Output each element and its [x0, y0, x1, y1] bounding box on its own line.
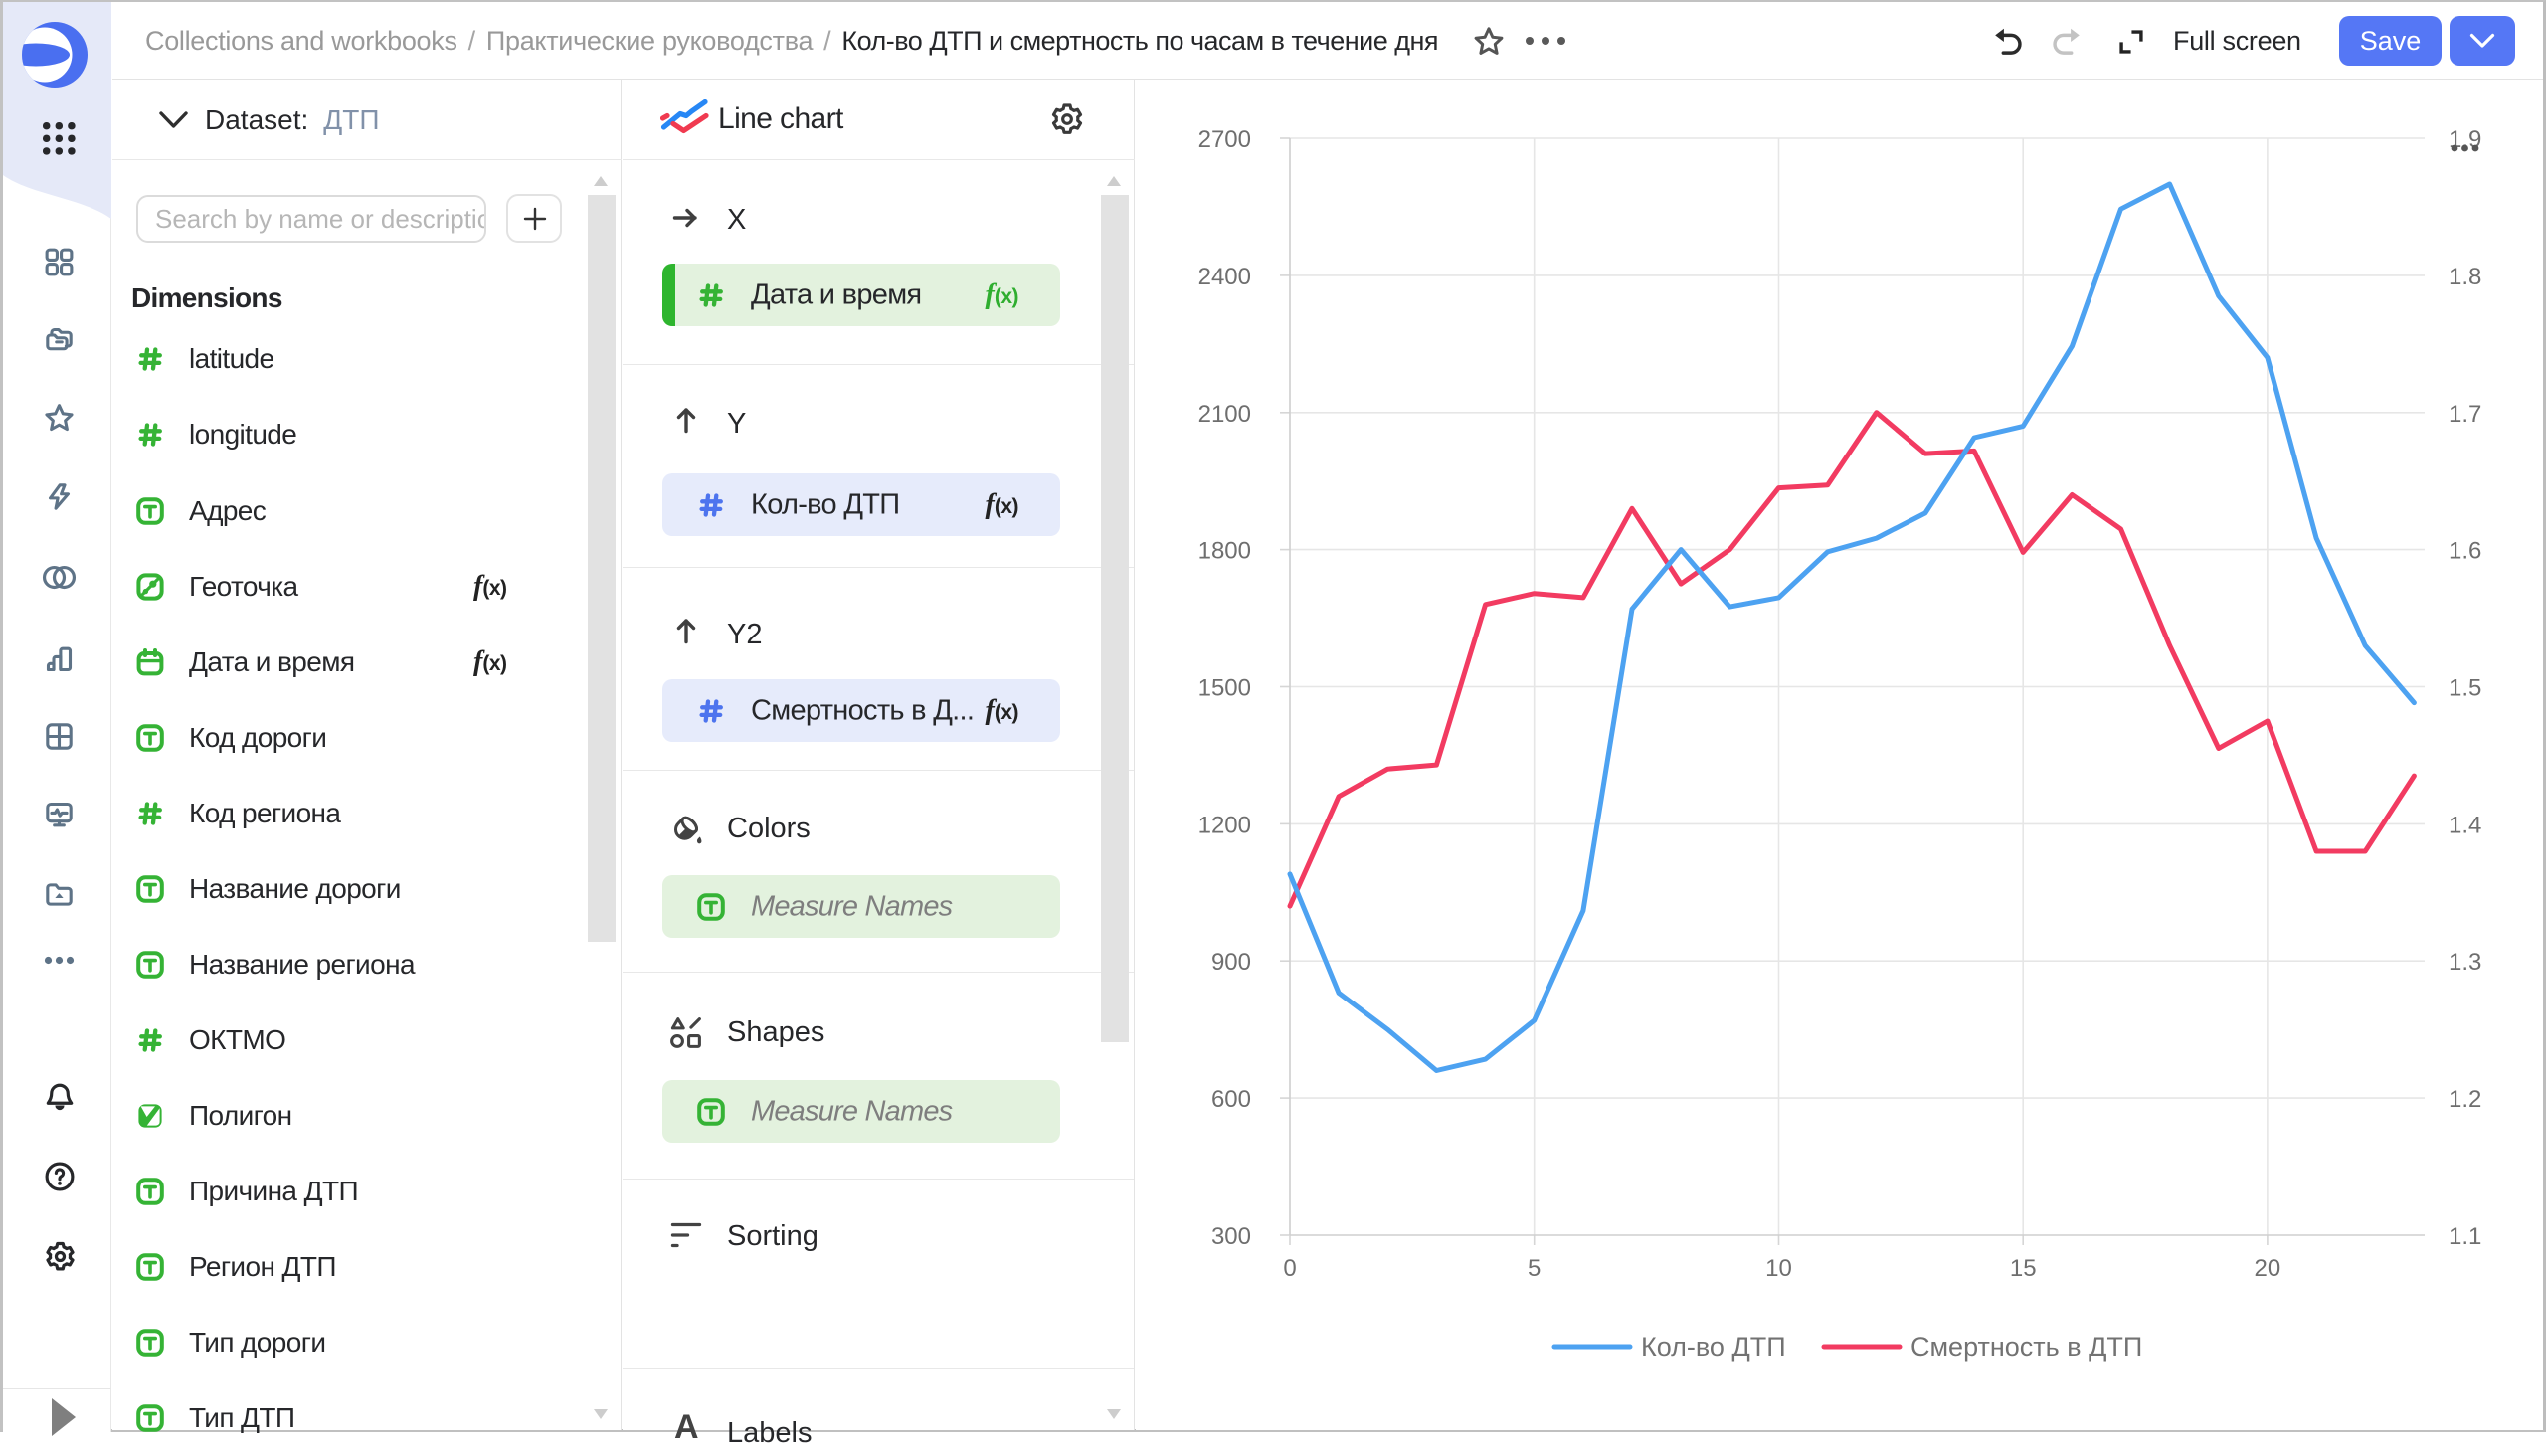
svg-text:1.6: 1.6: [2449, 538, 2481, 565]
svg-text:2100: 2100: [1198, 401, 1251, 428]
svg-text:900: 900: [1211, 949, 1251, 976]
svg-text:Смертность в ДТП: Смертность в ДТП: [1910, 1332, 2142, 1362]
svg-text:1800: 1800: [1198, 538, 1251, 565]
svg-text:10: 10: [1765, 1255, 1792, 1282]
svg-text:1500: 1500: [1198, 675, 1251, 702]
svg-text:1.4: 1.4: [2449, 812, 2481, 838]
svg-text:1.3: 1.3: [2449, 949, 2481, 976]
svg-text:1.8: 1.8: [2449, 264, 2481, 290]
svg-text:2700: 2700: [1198, 126, 1251, 153]
svg-text:20: 20: [2255, 1255, 2281, 1282]
svg-text:1200: 1200: [1198, 812, 1251, 838]
svg-text:600: 600: [1211, 1086, 1251, 1113]
svg-text:5: 5: [1528, 1255, 1541, 1282]
svg-text:1.1: 1.1: [2449, 1223, 2481, 1250]
svg-text:0: 0: [1283, 1255, 1296, 1282]
svg-text:2400: 2400: [1198, 264, 1251, 290]
svg-text:1.5: 1.5: [2449, 675, 2481, 702]
svg-text:1.2: 1.2: [2449, 1086, 2481, 1113]
svg-text:15: 15: [2010, 1255, 2037, 1282]
svg-text:1.7: 1.7: [2449, 401, 2481, 428]
svg-text:300: 300: [1211, 1223, 1251, 1250]
svg-text:Кол-во ДТП: Кол-во ДТП: [1641, 1332, 1786, 1362]
